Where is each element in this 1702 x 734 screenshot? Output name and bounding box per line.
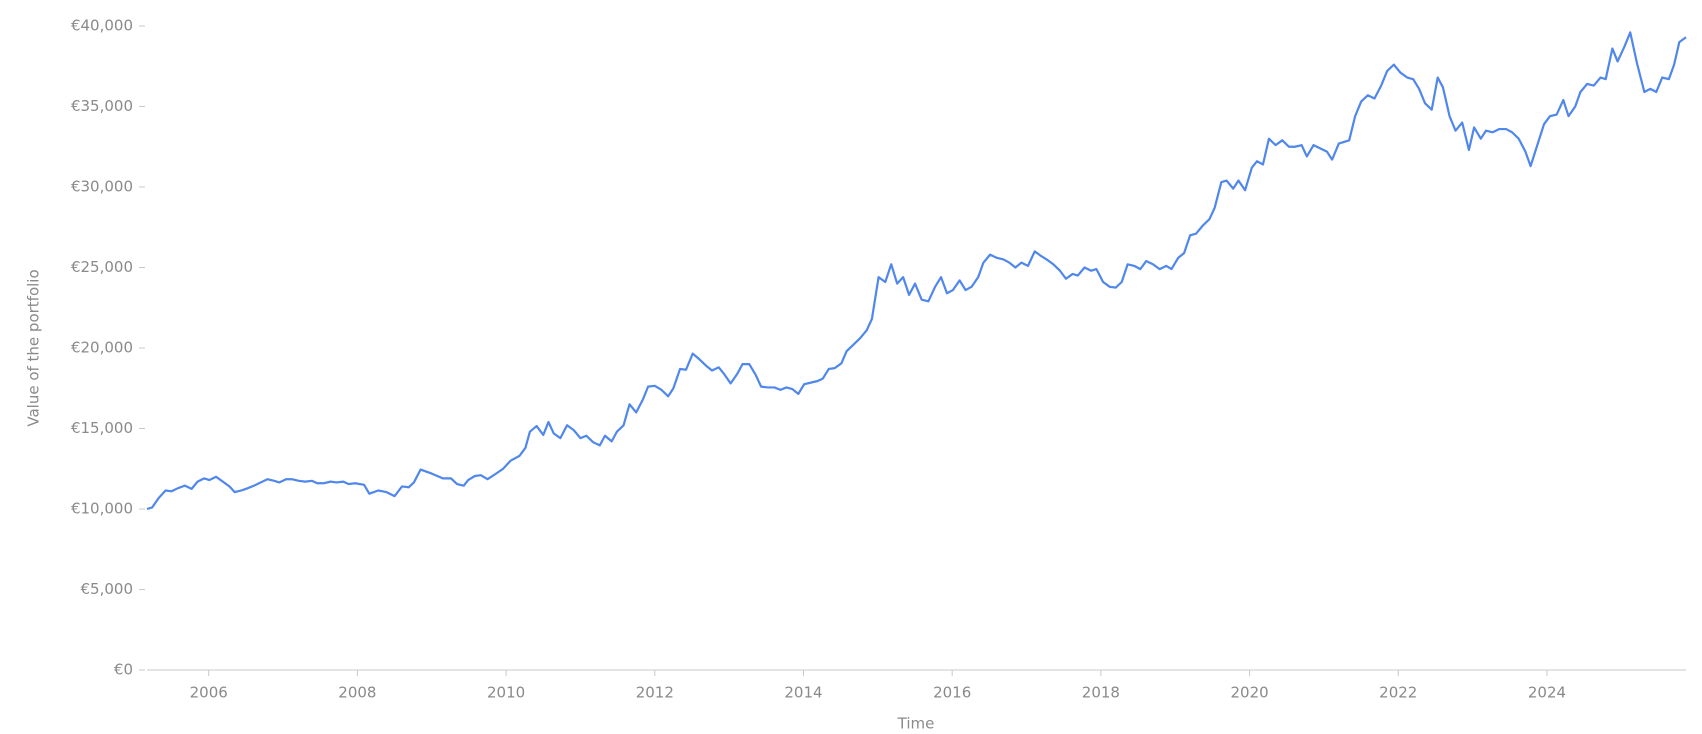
x-tick-label: 2010	[487, 684, 525, 702]
x-axis-title: Time	[897, 715, 935, 733]
x-tick-label: 2012	[636, 684, 674, 702]
x-tick-label: 2022	[1379, 684, 1417, 702]
y-tick-label: €30,000	[71, 178, 133, 196]
y-tick-label: €10,000	[71, 500, 133, 518]
y-tick-label: €20,000	[71, 339, 133, 357]
data-line	[146, 31, 1687, 511]
x-tick-label: 2024	[1528, 684, 1566, 702]
x-tick-label: 2016	[933, 684, 971, 702]
y-tick-label: €40,000	[71, 17, 133, 35]
y-tick-label: €0	[114, 661, 133, 679]
x-tick-label: 2020	[1230, 684, 1268, 702]
y-tick-label: €5,000	[81, 580, 134, 598]
y-tick-label: €25,000	[71, 258, 133, 276]
y-tick-label: €15,000	[71, 419, 133, 437]
y-axis-title: Value of the portfolio	[25, 269, 43, 426]
x-tick-label: 2014	[784, 684, 822, 702]
x-tick-label: 2006	[190, 684, 228, 702]
y-tick-label: €35,000	[71, 97, 133, 115]
x-tick-label: 2008	[338, 684, 376, 702]
x-tick-label: 2018	[1082, 684, 1120, 702]
